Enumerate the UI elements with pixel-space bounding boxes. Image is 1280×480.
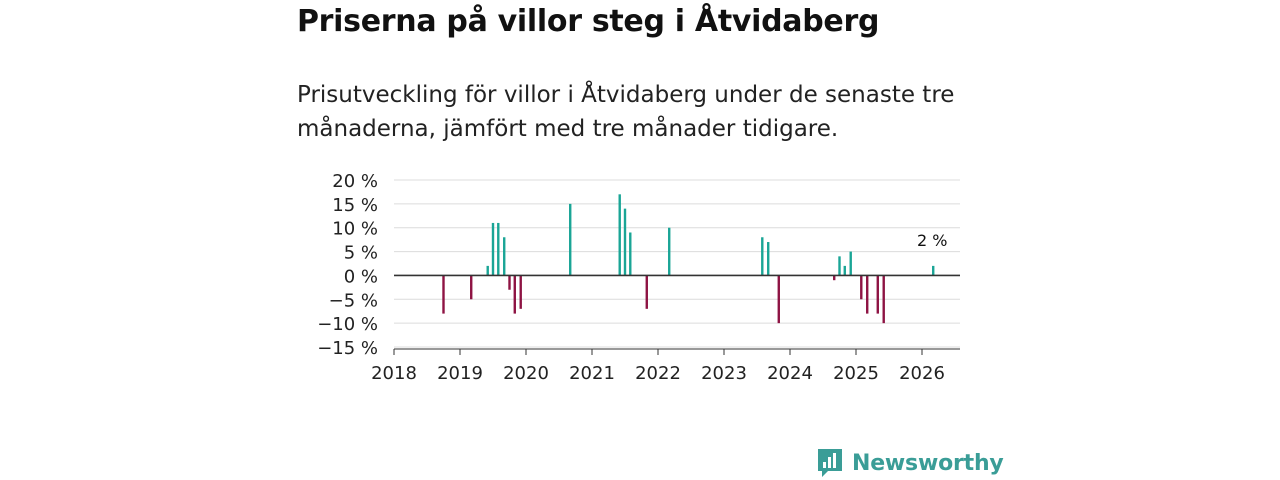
bar <box>876 275 879 314</box>
bar <box>645 275 648 309</box>
bar <box>833 275 836 281</box>
x-tick-label: 2023 <box>701 363 747 384</box>
brand-name: Newsworthy <box>852 450 1004 476</box>
x-tick-label: 2025 <box>833 363 879 384</box>
x-tick-label: 2020 <box>503 363 549 384</box>
y-tick-label: −5 % <box>329 290 378 311</box>
newsworthy-chart-icon <box>818 449 842 477</box>
bar <box>491 222 495 276</box>
y-tick-label: −10 % <box>317 314 378 335</box>
bar <box>519 275 522 309</box>
last-value-annotation: 2 % <box>917 231 947 250</box>
bar <box>932 265 935 276</box>
axes <box>393 274 960 355</box>
bar <box>849 251 852 276</box>
bar <box>882 275 885 324</box>
x-tick-label: 2018 <box>371 363 417 384</box>
x-tick-label: 2026 <box>899 363 945 384</box>
bar <box>486 265 489 276</box>
grid-lines <box>394 179 960 348</box>
x-tick-label: 2021 <box>569 363 615 384</box>
bar <box>629 232 632 276</box>
bar <box>767 242 770 276</box>
chart-title: Priserna på villor steg i Åtvidaberg <box>297 4 880 39</box>
bars <box>442 194 935 324</box>
bar <box>513 275 516 314</box>
bar <box>508 275 511 290</box>
newsworthy-logo: Newsworthy <box>816 447 1004 479</box>
bar <box>623 208 627 276</box>
y-tick-label: 0 % <box>344 266 378 287</box>
y-tick-label: 20 % <box>332 171 378 192</box>
chart-subtitle: Prisutveckling för villor i Åtvidaberg u… <box>297 82 955 142</box>
y-tick-label: 5 % <box>344 243 378 264</box>
x-tick-label: 2022 <box>635 363 681 384</box>
tick-labels: 20 % 15 % 10 % 5 %0 % −5 % −10 % −15 % 2018 2019… <box>317 171 947 384</box>
x-tick-label: 2024 <box>767 363 813 384</box>
bar <box>503 237 506 276</box>
bar <box>618 194 621 276</box>
bar <box>668 227 671 276</box>
bar <box>470 275 473 300</box>
bar <box>843 265 846 276</box>
bar <box>866 275 869 314</box>
bar <box>860 275 863 300</box>
bar <box>569 203 572 276</box>
bar <box>761 237 764 276</box>
bar <box>777 275 780 324</box>
x-tick-label: 2019 <box>437 363 483 384</box>
y-tick-label: 10 % <box>332 219 378 240</box>
y-tick-label: 15 % <box>332 195 378 216</box>
bar <box>838 256 841 276</box>
y-tick-label: −15 % <box>317 338 378 359</box>
bar <box>497 222 500 276</box>
bar <box>442 275 445 314</box>
